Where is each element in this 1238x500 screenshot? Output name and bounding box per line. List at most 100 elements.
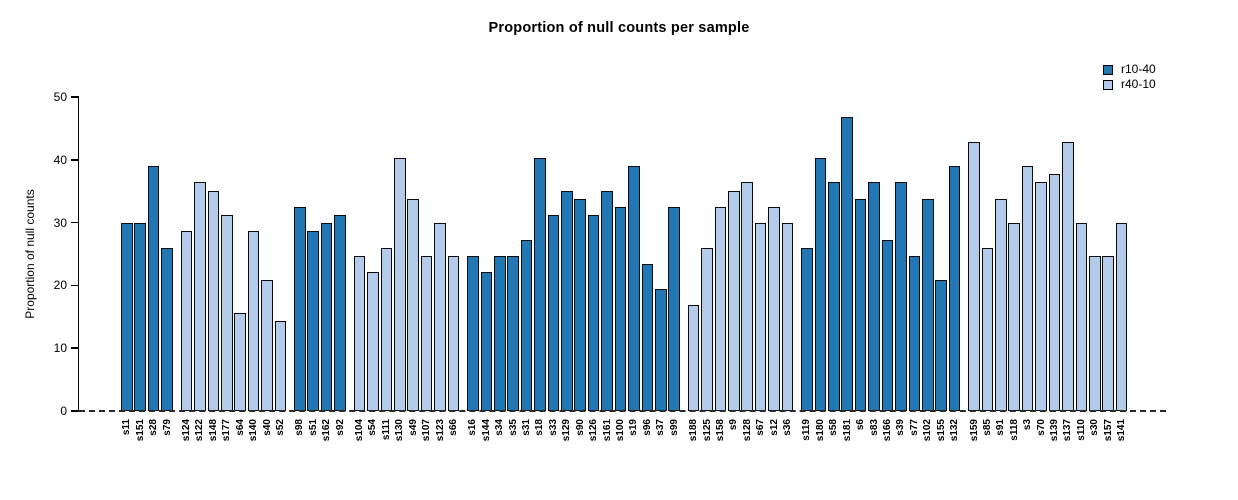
bar-s140 — [247, 231, 260, 411]
x-tick-label-s91: s91 — [995, 419, 1007, 436]
bar-s128 — [741, 182, 754, 411]
bar-s122 — [194, 182, 206, 411]
x-tick-label-s66: s66 — [447, 419, 459, 436]
bar-s132 — [948, 166, 961, 411]
x-tick-label-s83: s83 — [868, 419, 880, 436]
x-tick-label-s126: s126 — [588, 419, 600, 442]
bar-s39 — [895, 182, 907, 411]
x-tick-label-s159: s159 — [968, 419, 980, 442]
x-tick-label-s58: s58 — [828, 419, 840, 436]
zero-baseline — [79, 409, 1166, 412]
bar-s96 — [641, 264, 654, 411]
bar-s33 — [547, 215, 560, 411]
y-tick-mark — [71, 96, 79, 98]
bar-s139 — [1048, 174, 1061, 411]
bar-s31 — [520, 240, 533, 411]
legend-swatch-r40-10 — [1103, 79, 1113, 90]
bar-s98 — [294, 207, 306, 411]
y-tick-mark — [71, 410, 79, 412]
x-tick-label-s111: s111 — [380, 419, 392, 441]
bar-s36 — [781, 223, 794, 411]
x-tick-label-s155: s155 — [935, 419, 947, 442]
bar-s148 — [207, 191, 220, 411]
x-tick-label-s166: s166 — [881, 419, 893, 442]
chart-title: Proportion of null counts per sample — [488, 20, 750, 36]
x-tick-label-s125: s125 — [701, 419, 713, 442]
y-tick-label: 20 — [53, 278, 67, 293]
x-tick-label-s161: s161 — [601, 419, 613, 442]
x-tick-label-s151: s151 — [134, 419, 146, 442]
bar-s85 — [981, 248, 994, 411]
x-tick-label-s99: s99 — [668, 419, 680, 436]
x-tick-label-s54: s54 — [367, 419, 379, 436]
bar-s35 — [507, 256, 519, 411]
bar-s125 — [701, 248, 713, 411]
bar-s155 — [935, 280, 947, 411]
bar-s181 — [841, 117, 853, 411]
x-tick-label-s16: s16 — [467, 419, 479, 436]
x-tick-label-s128: s128 — [741, 419, 753, 442]
x-tick-label-s96: s96 — [641, 419, 653, 436]
x-tick-label-s162: s162 — [321, 419, 333, 442]
x-tick-label-s181: s181 — [841, 419, 853, 442]
x-tick-label-s144: s144 — [480, 419, 492, 442]
bar-s67 — [754, 223, 767, 411]
bar-s34 — [493, 256, 506, 411]
bar-s12 — [768, 207, 780, 411]
x-tick-label-s132: s132 — [949, 419, 961, 442]
bar-s16 — [467, 256, 479, 411]
x-tick-label-s35: s35 — [507, 419, 519, 436]
x-tick-label-s85: s85 — [981, 419, 993, 436]
y-tick-label: 40 — [53, 152, 67, 167]
bar-s137 — [1062, 142, 1074, 411]
bar-s3 — [1021, 166, 1034, 411]
x-tick-label-s12: s12 — [768, 419, 780, 436]
x-tick-label-s102: s102 — [922, 419, 934, 442]
y-tick-mark — [71, 221, 79, 224]
plot-area: 0 10 20 30 40 50 s11 s151 s28 s79 s124 s122 s148 s177… — [54, 90, 1166, 441]
x-tick-label-s123: s123 — [434, 419, 446, 442]
bar-s49 — [407, 199, 419, 411]
y-axis-title: Proportion of null counts — [23, 189, 37, 319]
x-tick-label-s137: s137 — [1062, 419, 1074, 442]
bar-s161 — [601, 191, 613, 411]
x-tick-label-s90: s90 — [574, 419, 586, 436]
x-tick-label-s19: s19 — [628, 419, 640, 436]
x-tick-label-s157: s157 — [1102, 419, 1114, 442]
bar-s99 — [668, 207, 680, 411]
x-tick-label-s51: s51 — [307, 419, 319, 436]
bar-s100 — [614, 207, 627, 411]
legend-item-r40-10: r40-10 — [1103, 77, 1156, 92]
bar-s19 — [628, 166, 640, 411]
y-tick-label: 50 — [53, 90, 67, 104]
y-tick-mark — [71, 284, 79, 287]
x-tick-label-s18: s18 — [534, 419, 546, 436]
bar-s119 — [801, 248, 813, 411]
bar-s123 — [434, 223, 446, 411]
bar-s118 — [1008, 223, 1021, 411]
x-tick-label-s52: s52 — [274, 419, 286, 436]
bar-s90 — [574, 199, 587, 411]
legend-item-r10-40: r10-40 — [1103, 62, 1156, 77]
legend-swatch-r10-40 — [1103, 64, 1113, 75]
bar-s54 — [367, 272, 379, 411]
x-tick-label-s67: s67 — [755, 419, 767, 436]
bar-s70 — [1035, 182, 1047, 411]
bar-s157 — [1102, 256, 1114, 411]
y-tick-mark — [71, 159, 79, 161]
bar-s159 — [968, 142, 980, 411]
bar-s77 — [908, 256, 921, 411]
bar-s92 — [334, 215, 346, 411]
x-tick-label-s188: s188 — [688, 419, 700, 442]
x-tick-label-s49: s49 — [407, 419, 419, 436]
x-tick-label-s36: s36 — [782, 419, 794, 436]
y-tick-mark — [71, 347, 79, 349]
x-tick-label-s33: s33 — [547, 419, 559, 436]
bar-s37 — [654, 289, 667, 411]
x-tick-label-s158: s158 — [714, 419, 726, 442]
x-tick-label-s107: s107 — [421, 419, 433, 442]
bar-s141 — [1115, 223, 1128, 411]
x-tick-label-s98: s98 — [294, 419, 306, 436]
x-tick-label-s148: s148 — [207, 419, 219, 442]
